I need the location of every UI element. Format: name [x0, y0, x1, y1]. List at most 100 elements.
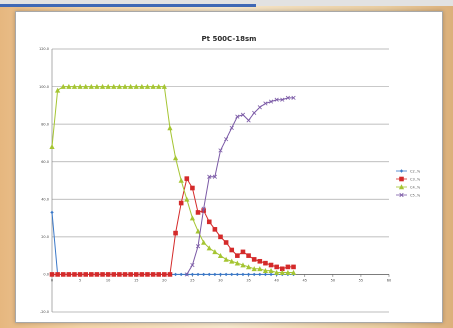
data-point — [258, 272, 262, 277]
data-point — [241, 272, 245, 277]
data-point — [179, 272, 183, 277]
data-point — [224, 272, 228, 277]
data-point — [50, 210, 54, 215]
x-tick-label: 0 — [51, 278, 53, 282]
data-point — [111, 83, 117, 89]
data-point — [201, 239, 207, 245]
data-point — [206, 219, 212, 225]
data-point — [229, 125, 234, 130]
series-c3- — [49, 176, 296, 277]
data-point — [184, 272, 189, 277]
data-point — [195, 210, 201, 215]
data-point — [184, 176, 190, 181]
y-tick-label: 40.0 — [41, 197, 49, 201]
data-point — [195, 228, 201, 234]
series-c2- — [50, 210, 296, 277]
data-point — [83, 272, 88, 277]
data-point — [72, 272, 77, 277]
series-c4- — [49, 83, 297, 275]
data-point — [66, 83, 72, 89]
data-point — [213, 272, 217, 277]
x-axis-ticks: 0 5 10 15 20 25 30 35 40 45 50 55 60 — [51, 278, 391, 282]
legend-marker — [399, 169, 404, 173]
chart-series — [49, 83, 297, 277]
series-c5- — [184, 95, 296, 277]
data-point — [122, 83, 128, 89]
chart-title: Pt 500C-18sm — [202, 35, 257, 43]
data-point — [60, 83, 66, 89]
y-tick-label: 60.0 — [41, 160, 49, 164]
data-point — [224, 137, 229, 142]
data-point — [184, 196, 190, 202]
data-point — [201, 272, 206, 277]
legend-item: C2..% — [396, 169, 421, 173]
data-point — [173, 272, 178, 277]
data-point — [235, 272, 240, 277]
data-point — [139, 272, 145, 277]
data-point — [230, 272, 234, 277]
legend-label: C3..% — [410, 177, 421, 181]
y-axis-ticks: -20.0 0.0 20.0 40.0 60.0 80.0 100.0 120.0 — [39, 47, 49, 314]
chart-frame: Pt 500C-18sm -20.0 0.0 20.0 40.0 60.0 80.0 100… — [15, 11, 443, 323]
data-point — [144, 83, 151, 89]
data-point — [279, 269, 285, 275]
x-tick-label: 5 — [79, 278, 81, 282]
data-point — [156, 83, 162, 89]
data-point — [291, 95, 296, 100]
data-point — [245, 264, 252, 270]
data-point — [212, 174, 217, 179]
data-point — [66, 272, 72, 277]
data-point — [274, 264, 279, 270]
data-point — [190, 272, 195, 277]
data-point — [55, 272, 60, 277]
data-point — [49, 272, 55, 277]
data-point — [268, 99, 274, 104]
data-point — [128, 272, 133, 277]
data-point — [252, 272, 256, 277]
series-line — [51, 212, 294, 275]
data-point — [201, 206, 206, 211]
x-tick-label: 45 — [303, 278, 307, 282]
data-point — [240, 112, 246, 117]
data-point — [145, 272, 150, 277]
data-point — [111, 272, 117, 277]
data-point — [178, 177, 184, 183]
data-point — [274, 269, 280, 275]
data-point — [262, 267, 269, 273]
legend-marker — [398, 184, 405, 190]
legend-label: C5..% — [410, 193, 421, 197]
legend-item: C4..% — [396, 184, 421, 190]
data-point — [105, 83, 111, 89]
y-tick-label: 100.0 — [39, 85, 49, 89]
data-point — [207, 174, 212, 179]
x-tick-label: 40 — [274, 278, 278, 282]
chart-legend: C2..% C3..% C4..% C5..% — [396, 169, 421, 197]
data-point — [133, 272, 139, 277]
x-tick-label: 35 — [246, 278, 250, 282]
data-point — [229, 258, 235, 264]
y-tick-label: 80.0 — [41, 122, 49, 126]
data-point — [212, 249, 218, 255]
data-point — [268, 262, 274, 268]
series-line — [51, 86, 294, 274]
data-point — [116, 83, 122, 89]
data-point — [173, 230, 178, 236]
data-point — [77, 83, 83, 89]
data-point — [105, 272, 111, 277]
data-point — [263, 101, 268, 106]
data-point — [150, 272, 156, 277]
data-point — [99, 83, 106, 89]
data-point — [167, 125, 173, 131]
data-point — [172, 155, 179, 161]
data-point — [122, 272, 128, 277]
legend-item: C5..% — [396, 192, 421, 197]
legend-marker — [399, 176, 404, 182]
data-point — [285, 269, 291, 275]
data-point — [279, 266, 285, 272]
data-point — [274, 97, 279, 102]
y-tick-label: 0.0 — [43, 273, 49, 277]
data-point — [139, 83, 145, 89]
data-point — [178, 200, 184, 206]
y-tick-label: 120.0 — [39, 47, 49, 51]
data-point — [235, 114, 240, 119]
